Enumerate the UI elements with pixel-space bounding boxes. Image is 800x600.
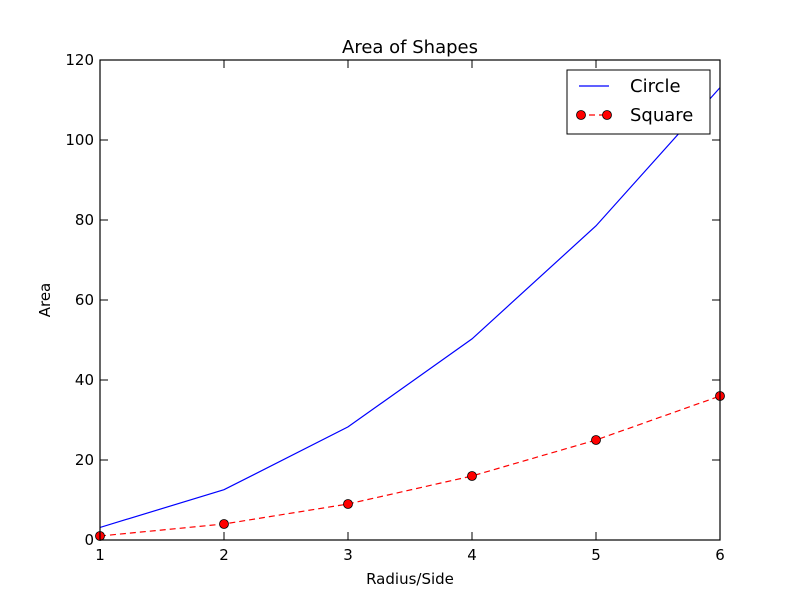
x-tick-label: 6 xyxy=(715,546,725,564)
x-tick-label: 1 xyxy=(95,546,105,564)
x-tick-label: 4 xyxy=(467,546,477,564)
y-tick-label: 60 xyxy=(75,291,94,309)
y-tick-label: 40 xyxy=(75,371,94,389)
series-line-square xyxy=(100,395,720,537)
x-tick-label: 3 xyxy=(343,546,353,564)
legend-box xyxy=(566,69,711,135)
legend-label-circle: Circle xyxy=(630,76,681,97)
series-line-circle xyxy=(100,87,720,529)
legend-marker-square xyxy=(576,110,586,120)
data-point-square xyxy=(467,471,477,481)
y-tick-label: 80 xyxy=(75,211,94,229)
x-axis-label: Radius/Side xyxy=(366,570,454,588)
series-group xyxy=(100,87,720,537)
legend-label-square: Square xyxy=(630,105,693,126)
data-point-square xyxy=(591,435,601,445)
legend-marker-square xyxy=(602,110,612,120)
x-tick-label: 2 xyxy=(219,546,229,564)
y-axis-label: Area xyxy=(36,283,54,318)
data-point-square xyxy=(219,519,229,529)
data-point-square xyxy=(343,499,353,509)
chart-title: Area of Shapes xyxy=(342,37,478,58)
marker-group xyxy=(95,391,725,541)
y-tick-label: 100 xyxy=(65,131,94,149)
legend: Circle Square xyxy=(566,69,711,135)
y-tick-label: 120 xyxy=(65,51,94,69)
x-tick-label: 5 xyxy=(591,546,601,564)
y-tick-label: 0 xyxy=(84,531,94,549)
y-tick-label: 20 xyxy=(75,451,94,469)
plot-frame xyxy=(99,59,721,541)
